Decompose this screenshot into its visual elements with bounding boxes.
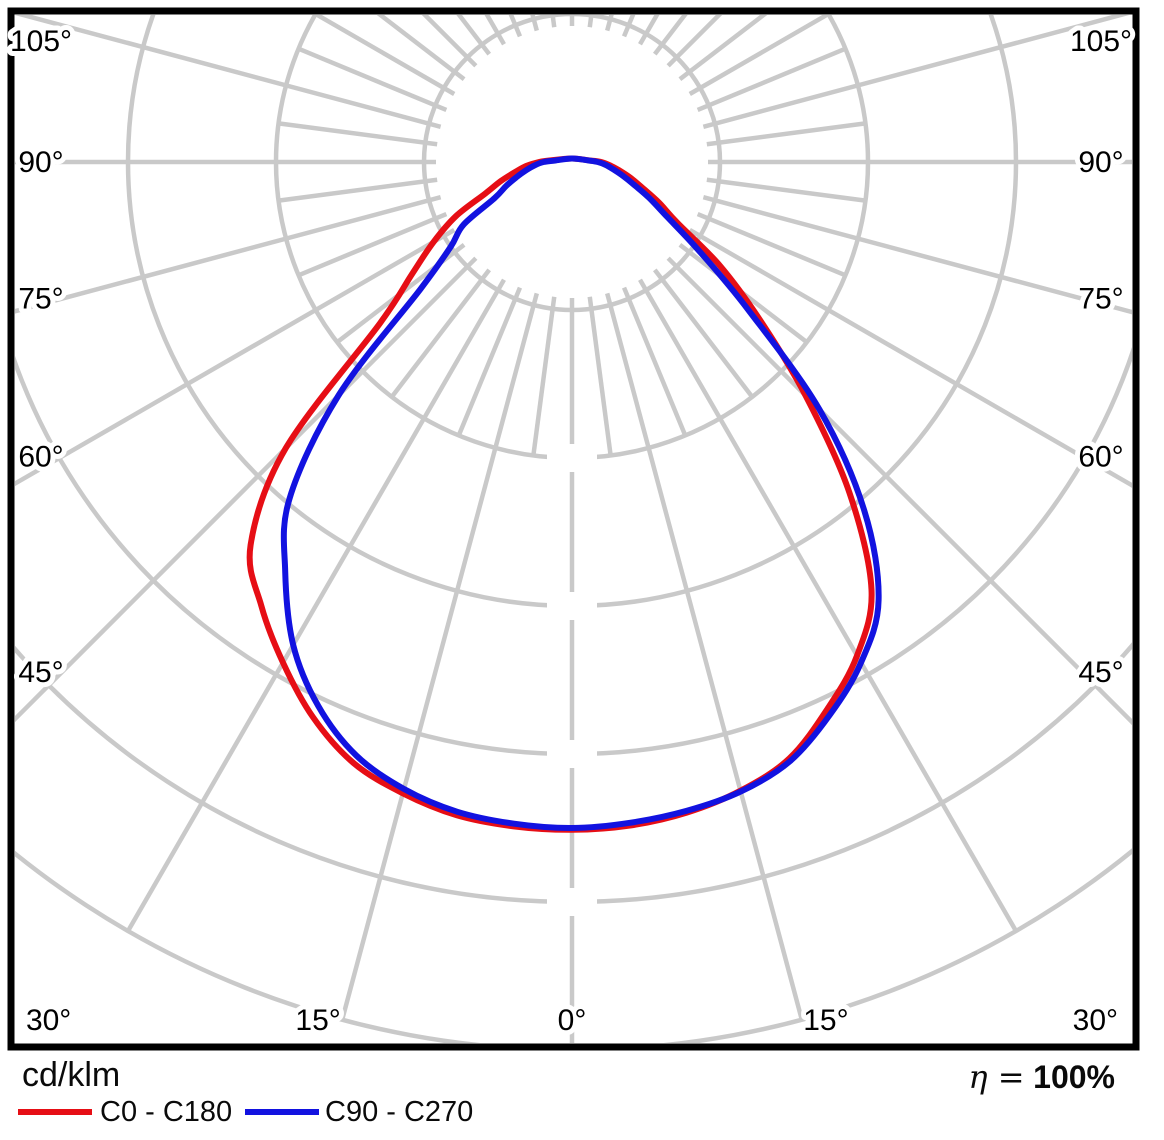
svg-text:30°: 30° [26,1004,71,1037]
svg-text:15°: 15° [295,1004,340,1037]
svg-text:105°: 105° [10,25,72,58]
svg-text:45°: 45° [1078,656,1123,689]
svg-text:45°: 45° [18,656,63,689]
svg-text:60°: 60° [1078,440,1123,473]
efficiency-prefix: η = [968,1058,1025,1096]
efficiency-label: η = 100% [968,1058,1115,1096]
svg-text:75°: 75° [1078,283,1123,316]
svg-text:30°: 30° [1073,1004,1118,1037]
svg-text:15°: 15° [803,1004,848,1037]
polar-chart: 0° 15° 15° 30° 30° 45° 45° 60° 60° 75° 75° 90° 90° 10… [7,7,1140,1051]
unit-label: cd/klm [22,1056,121,1094]
legend-label-c0-c180: C0 - C180 [100,1096,233,1128]
legend-swatch-c90-c270 [245,1109,319,1115]
svg-text:60°: 60° [18,440,63,473]
svg-text:90°: 90° [18,146,63,179]
legend-swatch-c0-c180 [18,1109,92,1115]
efficiency-value: 100% [1033,1059,1115,1095]
svg-text:0°: 0° [558,1004,587,1037]
legend-label-c90-c270: C90 - C270 [325,1096,474,1128]
svg-text:75°: 75° [18,283,63,316]
svg-text:105°: 105° [1070,25,1132,58]
svg-text:90°: 90° [1078,146,1123,179]
